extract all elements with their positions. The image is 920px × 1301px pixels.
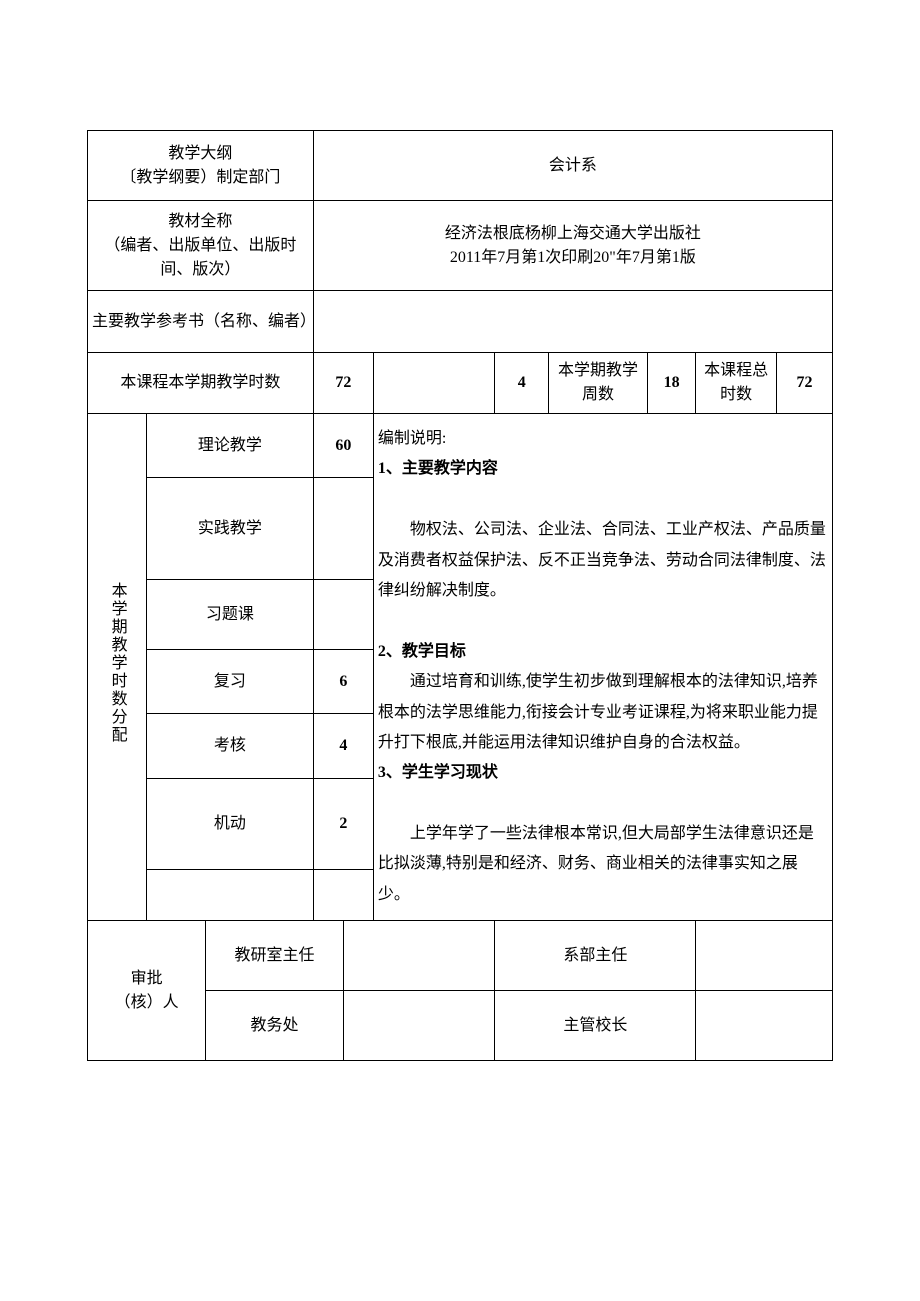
alloc-row-value-2 [313, 580, 373, 650]
weekly-hours-value: 4 [495, 353, 549, 414]
approval-r2c1-value [343, 991, 495, 1061]
course-total-value: 72 [776, 353, 832, 414]
reference-label: 主要教学参考书（名称、编者） [88, 291, 314, 353]
approval-label: 审批（核）人 [88, 921, 206, 1061]
alloc-row-name-2: 习题课 [147, 580, 314, 650]
notes-s3-body: 上学年学了一些法律根本常识,但大局部学生法律意识还是比拟淡薄,特别是和经济、财务… [378, 819, 826, 910]
notes-s1-body: 物权法、公司法、企业法、合同法、工业产权法、产品质量及消费者权益保护法、反不正当… [378, 515, 826, 606]
alloc-row-value-5: 2 [313, 778, 373, 869]
notes-heading: 编制说明: [378, 424, 826, 454]
alloc-row-value-4: 4 [313, 714, 373, 778]
textbook-label: 教材全称（编者、出版单位、出版时间、版次） [88, 201, 314, 291]
approval-r1c1-value [343, 921, 495, 991]
alloc-row-name-6 [147, 869, 314, 921]
alloc-row-value-0: 60 [313, 414, 373, 478]
reference-value [313, 291, 832, 353]
notes-s3-title: 3、学生学习现状 [378, 758, 826, 788]
sem-hours-label: 本课程本学期教学时数 [88, 353, 314, 414]
allocation-section-label: 本学期教学时数分配 [88, 414, 147, 921]
alloc-row-name-0: 理论教学 [147, 414, 314, 478]
alloc-row-name-3: 复习 [147, 649, 314, 713]
notes-cell: 编制说明: 1、主要教学内容 物权法、公司法、企业法、合同法、工业产权法、产品质… [373, 414, 832, 921]
notes-s1-title: 1、主要教学内容 [378, 454, 826, 484]
notes-s2-body: 通过培育和训练,使学生初步做到理解根本的法律知识,培养根本的法学思维能力,衔接会… [378, 667, 826, 758]
course-total-label: 本课程总时数 [696, 353, 777, 414]
weeks-label: 本学期教学周数 [549, 353, 648, 414]
approval-r1c2-label: 系部主任 [495, 921, 696, 991]
approval-r1c1-label: 教研室主任 [206, 921, 344, 991]
sem-hours-blank [373, 353, 494, 414]
alloc-row-name-5: 机动 [147, 778, 314, 869]
alloc-row-value-6 [313, 869, 373, 921]
syllabus-dept-label: 教学大纲〔教学纲要）制定部门 [88, 131, 314, 201]
alloc-row-name-1: 实践教学 [147, 478, 314, 580]
alloc-row-value-1 [313, 478, 373, 580]
textbook-value: 经济法根底杨柳上海交通大学出版社2011年7月第1次印刷20"年7月第1版 [313, 201, 832, 291]
sem-hours-value: 72 [313, 353, 373, 414]
approval-r2c2-label: 主管校长 [495, 991, 696, 1061]
allocation-section-label-text: 本学期教学时数分配 [107, 582, 126, 744]
approval-r2c2-value [696, 991, 833, 1061]
alloc-row-name-4: 考核 [147, 714, 314, 778]
approval-r2c1-label: 教务处 [206, 991, 344, 1061]
approval-r1c2-value [696, 921, 833, 991]
syllabus-dept-value: 会计系 [313, 131, 832, 201]
weeks-value: 18 [647, 353, 695, 414]
alloc-row-value-3: 6 [313, 649, 373, 713]
notes-s2-title: 2、教学目标 [378, 637, 826, 667]
